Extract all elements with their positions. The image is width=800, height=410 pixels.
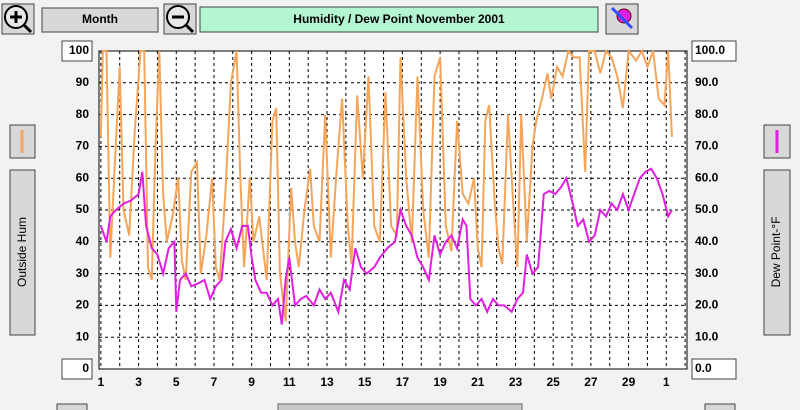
- period-label[interactable]: Month: [82, 12, 118, 26]
- series-line: [99, 167, 673, 325]
- y2-tick-label: 10.0: [695, 329, 719, 343]
- x-tick-label: 7: [211, 375, 218, 389]
- y2-tick-label: 70.0: [695, 139, 719, 153]
- left-axis-button[interactable]: [9, 169, 36, 336]
- x-tick-label: 27: [584, 375, 598, 389]
- y2-tick-label: 20.0: [695, 298, 719, 312]
- x-tick-label: 23: [509, 375, 523, 389]
- bottom-right-button[interactable]: [704, 403, 736, 410]
- y-tick-label: 50: [76, 202, 90, 216]
- x-tick-label: 9: [248, 375, 255, 389]
- x-tick-label: 13: [320, 375, 334, 389]
- x-tick-label: 15: [358, 375, 372, 389]
- y-tick-label: 0: [82, 361, 89, 375]
- y-tick-label: 40: [76, 234, 90, 248]
- y2-tick-label: 90.0: [695, 75, 719, 89]
- zoom-out-button[interactable]: [163, 3, 197, 35]
- title-box: [199, 6, 599, 33]
- x-tick-label: 11: [283, 375, 296, 389]
- y2-tick-label: 0.0: [695, 361, 712, 375]
- x-tick-label: 3: [135, 375, 142, 389]
- x-tick-label: 17: [396, 375, 410, 389]
- tick-box: [61, 40, 93, 62]
- x-tick-label: 25: [547, 375, 561, 389]
- y-tick-label: 80: [76, 107, 90, 121]
- period-button[interactable]: [41, 7, 159, 33]
- y-tick-label: 100: [69, 43, 89, 57]
- zoom-in-button[interactable]: [1, 3, 35, 35]
- left-axis-label[interactable]: Outside Hum: [15, 217, 29, 287]
- tick-box: [61, 358, 93, 380]
- plot-frame: [98, 50, 688, 370]
- right-axis-label[interactable]: Dew Point-°F: [769, 217, 783, 288]
- y-tick-label: 70: [76, 139, 90, 153]
- y2-tick-label: 50.0: [695, 202, 719, 216]
- right-axis-button[interactable]: [763, 169, 791, 336]
- x-tick-label: 21: [471, 375, 485, 389]
- tick-box: [691, 40, 737, 62]
- x-tick-label: 1: [98, 375, 105, 389]
- bottom-left-button[interactable]: [56, 403, 88, 410]
- y2-tick-label: 40.0: [695, 234, 719, 248]
- x-tick-label: 5: [173, 375, 180, 389]
- x-tick-label: 19: [433, 375, 447, 389]
- y-tick-label: 10: [76, 329, 90, 343]
- y2-tick-label: 60.0: [695, 170, 719, 184]
- y-tick-label: 20: [76, 298, 90, 312]
- tick-box: [691, 358, 737, 380]
- settings-icon[interactable]: [605, 3, 639, 35]
- y2-tick-label: 100.0: [695, 43, 725, 57]
- x-tick-label: 1: [663, 375, 670, 389]
- scrollbar[interactable]: [277, 403, 523, 410]
- x-tick-label: 29: [622, 375, 636, 389]
- y2-tick-label: 30.0: [695, 266, 719, 280]
- y-tick-label: 30: [76, 266, 90, 280]
- series-line: [99, 48, 673, 322]
- y-tick-label: 90: [76, 75, 90, 89]
- chart-title: Humidity / Dew Point November 2001: [293, 12, 505, 26]
- y2-tick-label: 80.0: [695, 107, 719, 121]
- y-tick-label: 60: [76, 170, 90, 184]
